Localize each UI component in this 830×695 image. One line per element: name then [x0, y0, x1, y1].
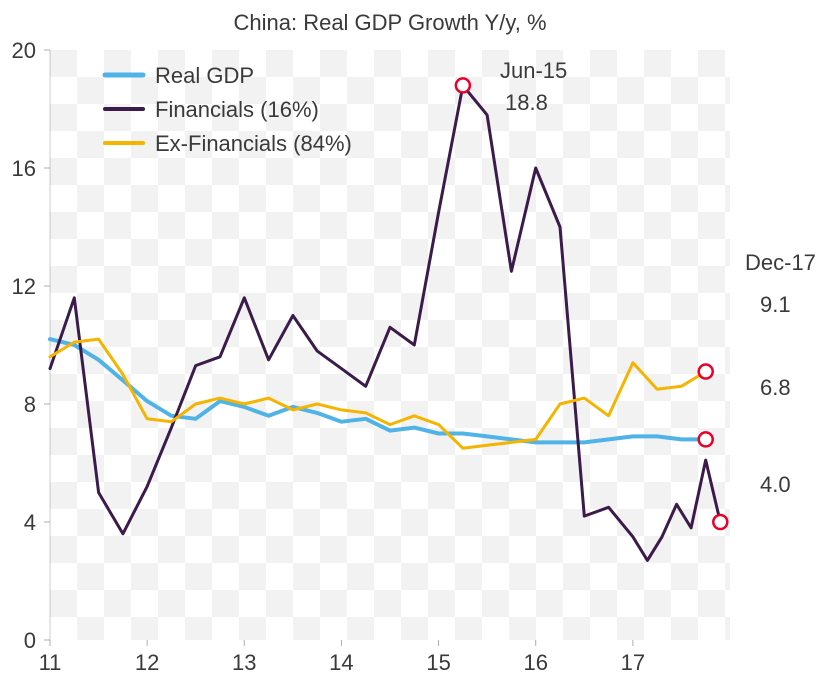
legend-label: Financials (16%): [155, 97, 319, 122]
x-tick-label: 15: [426, 650, 450, 675]
x-tick-label: 13: [232, 650, 256, 675]
y-tick-label: 16: [12, 156, 36, 181]
highlight-marker: [456, 78, 470, 92]
callout-label: 4.0: [760, 472, 791, 497]
gdp-line-chart: 0 4 8 12 16 20 11 12 13 14 15 16 17 China: Real GDP G…: [0, 0, 830, 695]
y-tick-label: 20: [12, 38, 36, 63]
x-tick-label: 16: [523, 650, 547, 675]
y-tick-label: 4: [24, 510, 36, 535]
x-tick-label: 11: [39, 650, 62, 675]
legend-label: Ex-Financials (84%): [155, 131, 352, 156]
callout-label: 6.8: [760, 375, 791, 400]
chart-svg: 0 4 8 12 16 20 11 12 13 14 15 16 17 China: Real GDP G…: [0, 0, 830, 695]
x-tick-label: 12: [135, 650, 159, 675]
highlight-marker: [713, 515, 727, 529]
y-tick-label: 0: [24, 628, 36, 653]
y-tick-label: 8: [24, 392, 36, 417]
callout-label: Dec-17: [745, 250, 816, 275]
highlight-marker: [699, 365, 713, 379]
chart-title: China: Real GDP Growth Y/y, %: [233, 10, 546, 35]
callout-label: 18.8: [505, 90, 548, 115]
highlight-marker: [699, 432, 713, 446]
y-tick-label: 12: [12, 274, 36, 299]
legend-label: Real GDP: [155, 63, 254, 88]
x-tick-label: 14: [329, 650, 353, 675]
callout-label: Jun-15: [500, 58, 567, 83]
callout-label: 9.1: [760, 292, 791, 317]
x-tick-label: 17: [621, 650, 645, 675]
